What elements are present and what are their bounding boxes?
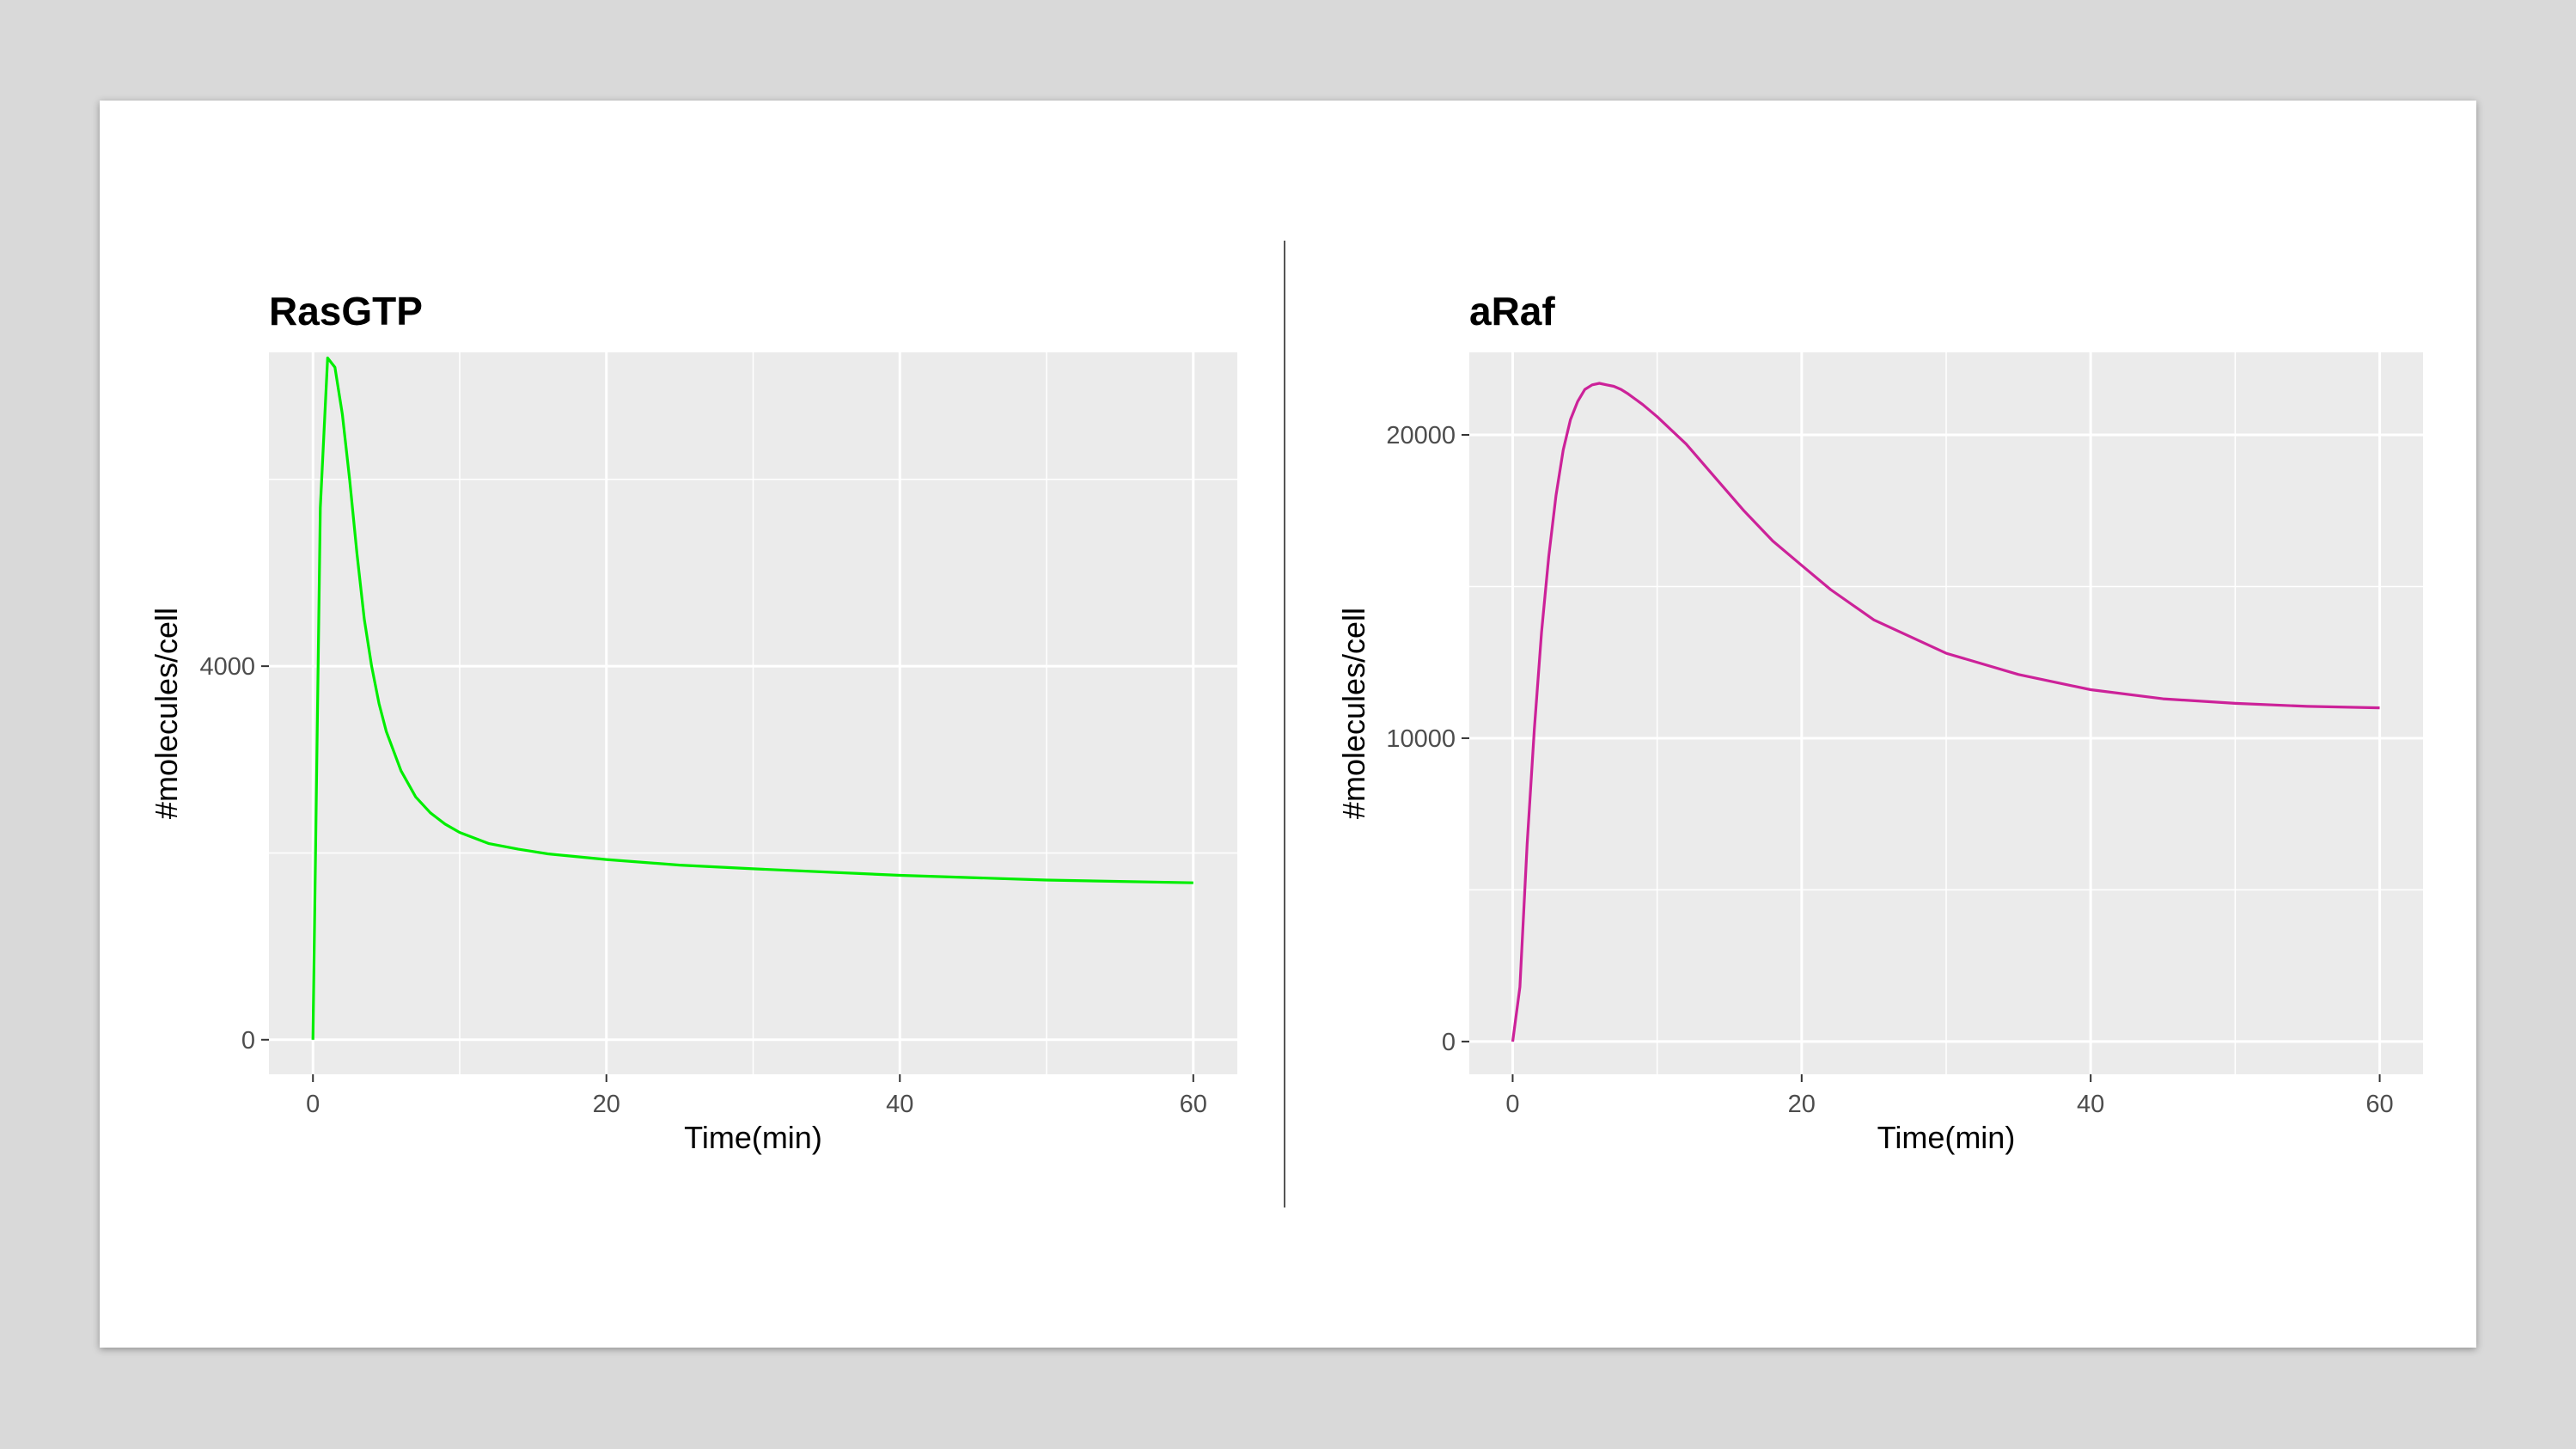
y-tick-label: 0 — [1442, 1029, 1456, 1056]
x-tick-label: 60 — [2365, 1091, 2393, 1118]
series-line — [1511, 382, 2380, 1042]
x-tick-label: 60 — [1180, 1091, 1207, 1118]
y-axis-label: #molecules/cell — [1336, 608, 1371, 819]
y-tick-label: 20000 — [1386, 422, 1456, 449]
x-tick-label: 0 — [306, 1091, 320, 1118]
x-tick-label: 0 — [1505, 1091, 1519, 1118]
x-tick-label: 20 — [1788, 1091, 1816, 1118]
y-axis-label: #molecules/cell — [149, 608, 184, 819]
x-axis-label: Time(min) — [684, 1120, 822, 1155]
divider — [1284, 241, 1285, 1208]
y-tick-label: 0 — [241, 1027, 255, 1055]
chart-title: aRaf — [1469, 289, 1555, 333]
chart-title: RasGTP — [269, 289, 423, 333]
series-line — [311, 356, 1193, 1040]
x-tick-label: 40 — [886, 1091, 913, 1118]
x-tick-label: 20 — [593, 1091, 620, 1118]
x-tick-label: 40 — [2077, 1091, 2104, 1118]
y-tick-label: 10000 — [1386, 725, 1456, 753]
y-tick-label: 4000 — [199, 653, 255, 681]
x-axis-label: Time(min) — [1877, 1120, 2016, 1155]
